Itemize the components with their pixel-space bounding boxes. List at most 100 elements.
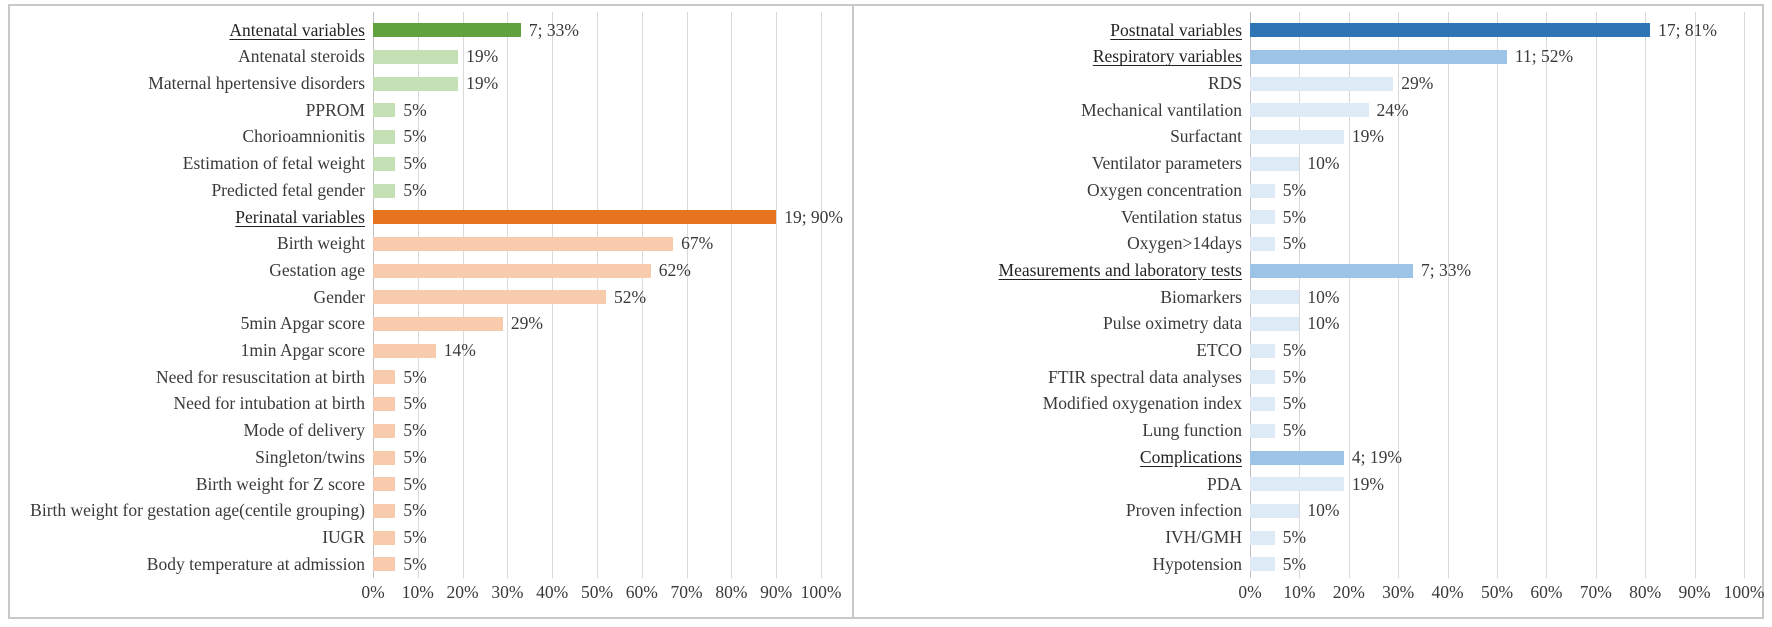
chart-row: Oxygen>14days 5%	[854, 231, 1762, 258]
value-label: 19%	[466, 46, 499, 67]
value-label: 5%	[403, 553, 427, 574]
chart-row: Modified oxygenation index 5%	[854, 391, 1762, 418]
x-tick-label: 60%	[625, 582, 658, 602]
chart-row: Birth weight for gestation age(centile g…	[10, 498, 852, 525]
category-label: PPROM	[305, 99, 365, 120]
value-label: 5%	[403, 126, 427, 147]
x-tick-label: 30%	[1382, 582, 1415, 602]
bar-track: 5%	[1250, 395, 1744, 412]
chart-row: Surfactant 19%	[854, 124, 1762, 151]
bar-track: 29%	[1250, 74, 1744, 92]
bar-track: 14%	[373, 342, 821, 359]
bar	[1250, 236, 1275, 251]
value-label: 5%	[403, 526, 427, 547]
value-label: 11; 52%	[1514, 46, 1574, 67]
category-label: Oxygen>14days	[1127, 233, 1242, 254]
bar-track: 5%	[1250, 366, 1744, 387]
variables-bar-chart-figure: Antenatal variables 7; 33% Antenatal stero…	[8, 4, 1764, 619]
x-tick-label: 0%	[361, 582, 385, 602]
category-label: Birth weight for gestation age(centile g…	[30, 500, 365, 521]
bar-track: 7; 33%	[1250, 261, 1744, 278]
category-label: Chorioamnionitis	[242, 126, 366, 147]
x-tick-label: 0%	[1238, 582, 1262, 602]
value-label: 19%	[1351, 473, 1384, 494]
chart-panel-postnatal: Postnatal variables 17; 81% Respiratory va…	[854, 6, 1764, 617]
value-label: 5%	[1282, 366, 1307, 387]
bar-track: 5%	[1250, 526, 1744, 547]
chart-row: Chorioamnionitis 5%	[10, 124, 852, 151]
category-label: Singleton/twins	[255, 446, 365, 467]
value-label: 5%	[1282, 420, 1307, 441]
value-label: 4; 19%	[1351, 446, 1402, 467]
bar-track: 19%	[1250, 128, 1744, 145]
bar-track: 5%	[373, 155, 821, 172]
bar-track: 19%	[373, 73, 821, 93]
bar-track: 5%	[373, 181, 821, 198]
chart-row: Respiratory variables 11; 52%	[854, 44, 1762, 71]
chart-row: Need for resuscitation at birth 5%	[10, 364, 852, 391]
bar-track: 5%	[373, 448, 821, 465]
bar-track: 52%	[373, 288, 821, 305]
category-label: RDS	[1207, 73, 1242, 93]
bar	[1250, 76, 1394, 91]
bar-track: 5%	[1250, 555, 1744, 572]
value-label: 19%	[466, 73, 499, 93]
x-tick-label: 80%	[1629, 582, 1662, 602]
gridline-70pct	[1595, 12, 1597, 578]
x-tick-label: 20%	[1332, 582, 1365, 602]
x-tick-label: 10%	[1283, 582, 1316, 602]
chart-row: Mechanical vantilation 24%	[854, 97, 1762, 124]
bar	[1250, 103, 1369, 118]
bar-track: 5%	[373, 526, 821, 547]
x-tick-label: 50%	[1480, 582, 1514, 602]
chart-row: 5min Apgar score 29%	[10, 311, 852, 338]
category-label: Gestation age	[269, 259, 365, 280]
chart-row: Oxygen concentration 5%	[854, 177, 1762, 204]
category-label: IUGR	[322, 526, 365, 547]
bar-track: 62%	[373, 261, 821, 278]
chart-row: Estimation of fetal weight 5%	[10, 151, 852, 178]
gridline-60pct	[1546, 12, 1548, 578]
chart-row: Perinatal variables 19; 90%	[10, 204, 852, 231]
bar-track: 5%	[1250, 233, 1744, 254]
chart-row: Proven infection 10%	[854, 498, 1762, 525]
gridline-100pct	[1744, 12, 1745, 578]
category-label: Ventilator parameters	[1091, 153, 1242, 174]
bar-track: 19%	[373, 46, 821, 67]
bar	[1250, 397, 1275, 412]
bar	[1250, 23, 1651, 38]
category-label: IVH/GMH	[1165, 526, 1242, 547]
bar-track: 5%	[1250, 420, 1744, 441]
bar-track: 19; 90%	[373, 208, 843, 225]
category-label: Need for intubation at birth	[173, 393, 365, 414]
bar	[373, 130, 396, 145]
value-label: 5%	[1282, 526, 1307, 547]
bar	[373, 450, 396, 465]
x-axis: 0% 10% 20% 30% 40% 50% 60% 70% 80% 90% 100%	[10, 582, 852, 608]
value-label: 67%	[681, 233, 714, 254]
chart-row: Gender 52%	[10, 284, 852, 311]
value-label: 5%	[1282, 179, 1307, 200]
gridline-90pct	[1694, 12, 1696, 578]
bar-track: 10%	[1250, 315, 1744, 332]
gridline-80pct	[731, 12, 733, 578]
category-label: FTIR spectral data analyses	[1048, 366, 1242, 387]
chart-row: Mode of delivery 5%	[10, 418, 852, 445]
bar	[373, 343, 436, 358]
bar-track: 5%	[373, 422, 821, 439]
chart-row: Hypotension 5%	[854, 551, 1762, 578]
bar	[1250, 450, 1344, 465]
bar-track: 10%	[1250, 502, 1744, 519]
x-tick-label: 60%	[1530, 582, 1563, 602]
value-label: 5%	[1282, 233, 1307, 254]
chart-row: Birth weight 67%	[10, 231, 852, 258]
category-label: ETCO	[1196, 340, 1242, 361]
x-tick-label: 30%	[491, 582, 524, 602]
bar	[373, 423, 396, 438]
category-label: Need for resuscitation at birth	[156, 366, 365, 387]
value-label: 5%	[1282, 340, 1307, 361]
chart-row: Body temperature at admission 5%	[10, 551, 852, 578]
x-tick-label: 100%	[800, 582, 842, 602]
category-label: 5min Apgar score	[240, 313, 365, 334]
x-tick-label: 90%	[760, 582, 793, 602]
